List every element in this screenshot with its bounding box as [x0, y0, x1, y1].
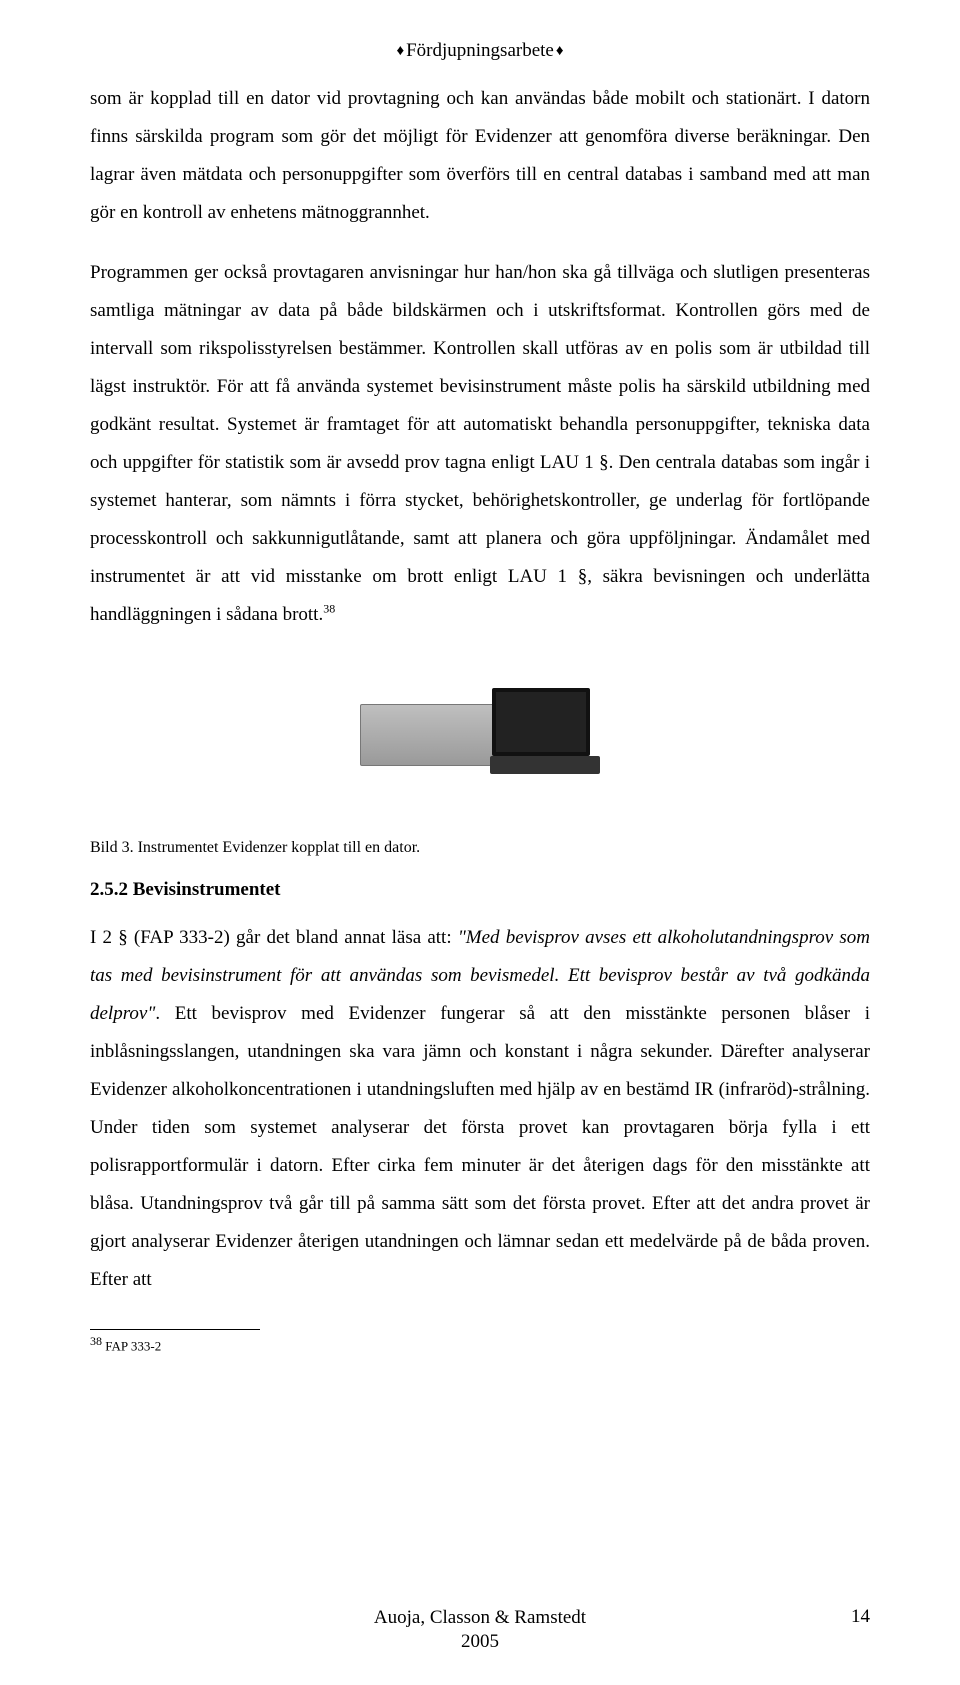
footer-center: Auoja, Classon & Ramstedt 2005 — [90, 1606, 870, 1655]
page-header: ♦Fördjupningsarbete♦ — [90, 40, 870, 62]
page-number: 14 — [851, 1606, 870, 1628]
diamond-icon: ♦ — [556, 43, 564, 60]
footnote-ref-38: 38 — [323, 602, 335, 616]
header-title: Fördjupningsarbete — [406, 40, 554, 61]
footnote-text: FAP 333-2 — [102, 1338, 161, 1353]
paragraph-2-text: Programmen ger också provtagaren anvisni… — [90, 262, 870, 625]
footer-authors: Auoja, Classon & Ramstedt — [374, 1607, 586, 1628]
page: ♦Fördjupningsarbete♦ som är kopplad till… — [0, 0, 960, 1685]
footnote-separator — [90, 1329, 260, 1330]
diamond-icon: ♦ — [396, 43, 404, 60]
laptop-base-icon — [490, 756, 600, 774]
paragraph-3-intro: I 2 § (FAP 333-2) går det bland annat lä… — [90, 927, 458, 948]
laptop-screen-icon — [492, 688, 590, 756]
paragraph-3: I 2 § (FAP 333-2) går det bland annat lä… — [90, 919, 870, 1299]
footnote-38: 38 FAP 333-2 — [90, 1334, 870, 1354]
paragraph-1: som är kopplad till en dator vid provtag… — [90, 80, 870, 232]
figure-image-placeholder — [350, 664, 610, 794]
footnote-number: 38 — [90, 1334, 102, 1348]
paragraph-2: Programmen ger också provtagaren anvisni… — [90, 254, 870, 634]
paragraph-3-rest: . Ett bevisprov med Evidenzer fungerar s… — [90, 1003, 870, 1290]
page-footer: Auoja, Classon & Ramstedt 2005 14 — [90, 1606, 870, 1655]
section-heading: 2.5.2 Bevisinstrumentet — [90, 879, 870, 901]
figure-caption: Bild 3. Instrumentet Evidenzer kopplat t… — [90, 839, 870, 857]
footer-year: 2005 — [461, 1631, 499, 1652]
figure-3 — [90, 664, 870, 799]
instrument-icon — [360, 704, 502, 766]
